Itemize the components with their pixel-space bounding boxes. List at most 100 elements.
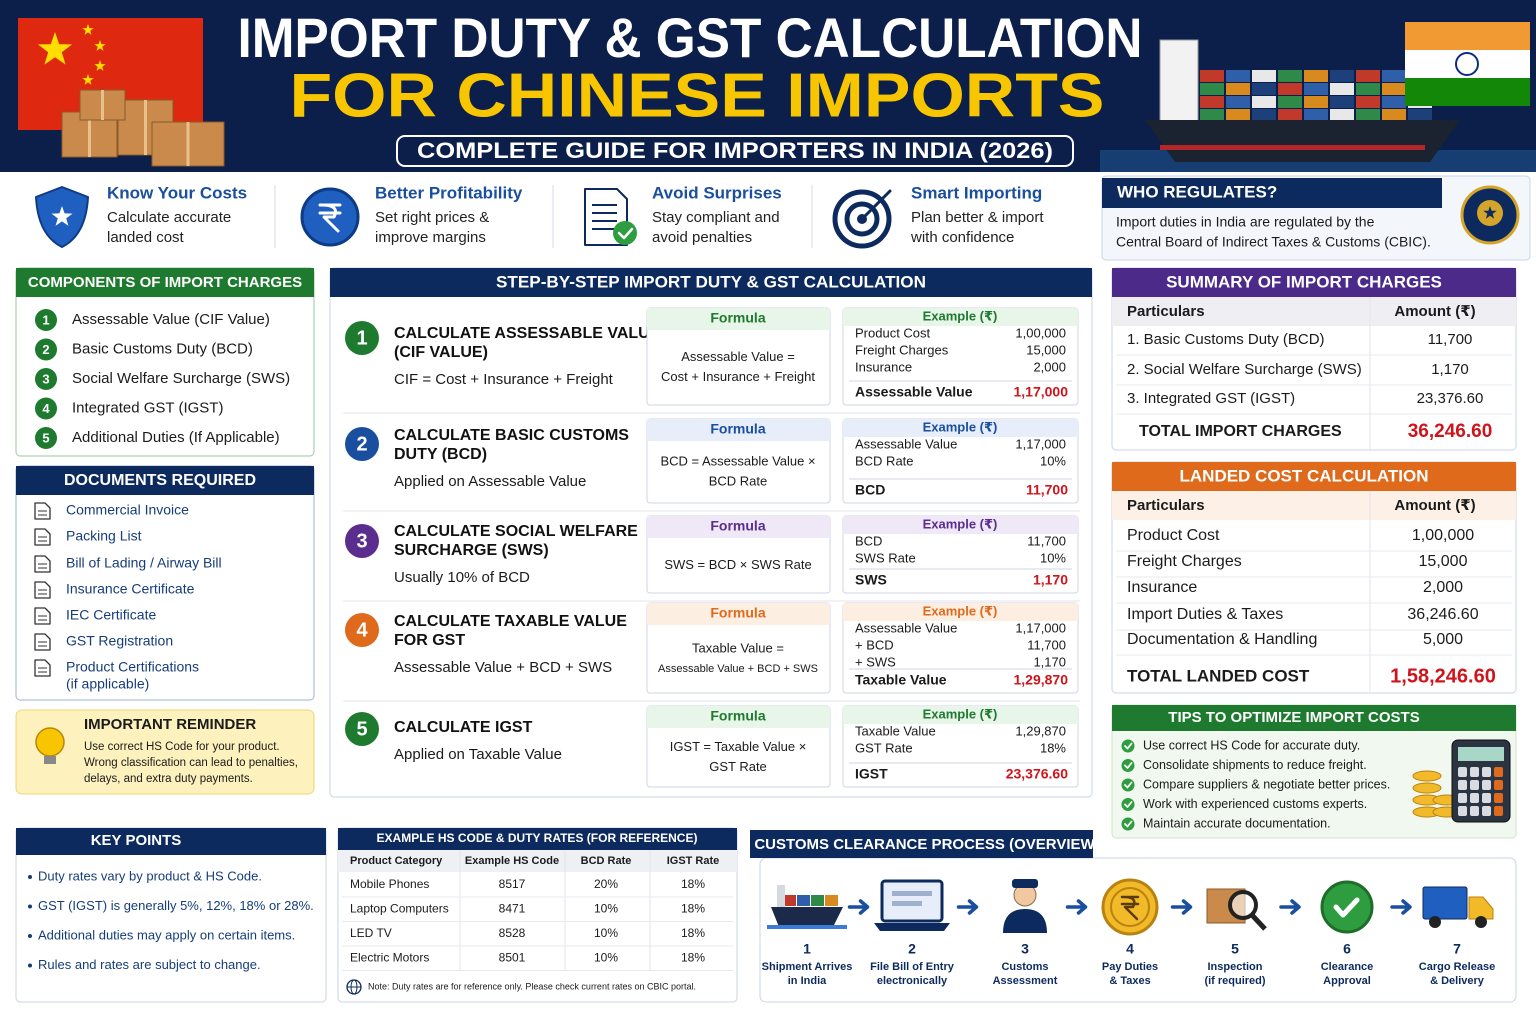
- key-point: Duty rates vary by product & HS Code.: [38, 868, 262, 883]
- india-saffron: [1405, 22, 1530, 50]
- calc-key: [1458, 793, 1467, 803]
- component: Additional Duties (If Applicable): [72, 429, 280, 446]
- reminder-box: [15, 709, 315, 795]
- container: [1330, 83, 1354, 95]
- officer-cap: [1012, 879, 1038, 888]
- cell: 18%: [681, 902, 705, 916]
- container: [1200, 83, 1224, 95]
- column-header: Particulars: [1127, 497, 1205, 514]
- row-value: 1,00,000: [1412, 527, 1474, 544]
- subtitle: COMPLETE GUIDE FOR IMPORTERS IN INDIA (2…: [417, 138, 1053, 163]
- benefit-text: avoid penalties: [652, 229, 752, 246]
- check: [1124, 742, 1133, 750]
- benefit-text: with confidence: [910, 229, 1014, 246]
- ship-bridge: [777, 885, 785, 907]
- example-item: Product Cost: [855, 325, 931, 340]
- step-number: 5: [356, 718, 367, 740]
- row-label: 1. Basic Customs Duty (BCD): [1127, 331, 1325, 348]
- benefit-text: improve margins: [375, 229, 486, 246]
- step-label: Pay Duties: [1102, 961, 1158, 973]
- formula-label: Formula: [710, 605, 765, 621]
- flow-arrow: [1279, 899, 1301, 915]
- document: Packing List: [66, 528, 142, 544]
- container: [1200, 70, 1224, 82]
- panel-header: [1112, 705, 1516, 731]
- step-number: 7: [1453, 941, 1461, 957]
- container: [1252, 83, 1276, 95]
- number-badge: [35, 338, 57, 361]
- cell: 18%: [681, 877, 705, 891]
- example-label: Example (₹): [923, 603, 998, 618]
- star: [82, 24, 94, 35]
- step-number: 1: [356, 327, 367, 349]
- row-label: Product Cost: [1127, 527, 1220, 544]
- bulb-base: [44, 756, 56, 764]
- step-number: 5: [1231, 941, 1239, 957]
- container: [1252, 96, 1276, 108]
- container: [1278, 83, 1302, 95]
- step-description: Assessable Value + BCD + SWS: [394, 659, 612, 676]
- container: [1200, 109, 1224, 121]
- document: GST Registration: [66, 633, 173, 649]
- example-item: BCD Rate: [855, 453, 914, 468]
- row-label: Import Duties & Taxes: [1127, 606, 1283, 623]
- step-label: & Taxes: [1109, 975, 1150, 987]
- formula: Taxable Value =: [692, 640, 784, 655]
- panel-header: [16, 268, 314, 297]
- benefit-text: Calculate accurate: [107, 209, 231, 226]
- panel-header: [750, 830, 1093, 858]
- number: 2: [42, 342, 49, 357]
- globe-meridian: [350, 979, 358, 995]
- tip: Maintain accurate documentation.: [1143, 816, 1331, 830]
- laptop-base: [874, 923, 950, 931]
- example-value: 18%: [1040, 740, 1066, 755]
- formula: BCD Rate: [709, 473, 768, 488]
- step-label: (if required): [1204, 975, 1265, 987]
- table-head: [338, 850, 737, 872]
- number: 3: [42, 371, 49, 386]
- step-title: SURCHARGE (SWS): [394, 542, 549, 559]
- step-label: Approval: [1323, 975, 1371, 987]
- row-value: 11,700: [1428, 331, 1473, 348]
- section-title: STEP-BY-STEP IMPORT DUTY & GST CALCULATI…: [496, 272, 926, 291]
- step-description: Applied on Taxable Value: [394, 746, 562, 763]
- panel-header: [338, 828, 737, 850]
- example-item: SWS Rate: [855, 550, 916, 565]
- step-badge: [345, 712, 379, 746]
- flow-arrow: [847, 899, 870, 915]
- number: 1: [42, 312, 49, 327]
- container: [1226, 109, 1250, 121]
- truck-cargo: [1422, 886, 1468, 920]
- step-description: Applied on Assessable Value: [394, 473, 586, 490]
- step-badge: [345, 524, 379, 558]
- cell: 8517: [499, 877, 526, 891]
- calc-key: [1482, 780, 1491, 790]
- step-number: 4: [356, 619, 368, 641]
- row-value: 15,000: [1419, 553, 1468, 570]
- document: Bill of Lading / Airway Bill: [66, 555, 222, 571]
- title: IMPORT DUTY & GST CALCULATION: [238, 6, 1143, 69]
- example-value: 15,000: [1026, 342, 1066, 357]
- calc-key: [1470, 806, 1479, 816]
- example-value: 11,700: [1027, 637, 1066, 652]
- example-value: 10%: [1040, 453, 1066, 468]
- example-header: [843, 516, 1078, 534]
- panel-header: [1112, 462, 1516, 491]
- section-title: LANDED COST CALCULATION: [1180, 466, 1429, 485]
- formula-label: Formula: [710, 518, 765, 534]
- calc-key: [1494, 806, 1503, 816]
- example-value: 10%: [1040, 550, 1066, 565]
- calc-screen: [1458, 747, 1504, 761]
- example-item: Assessable Value: [855, 436, 957, 451]
- key-point: Rules and rates are subject to change.: [38, 957, 261, 972]
- tip: Use correct HS Code for accurate duty.: [1143, 738, 1360, 752]
- component: Integrated GST (IGST): [72, 399, 223, 416]
- step-number: 6: [1343, 941, 1351, 957]
- magnifier: [1228, 890, 1258, 920]
- step-number: 4: [1126, 941, 1134, 957]
- step-title: CALCULATE BASIC CUSTOMS: [394, 427, 629, 444]
- container: [1382, 109, 1406, 121]
- star: [82, 74, 94, 85]
- flow-arrow: [1170, 899, 1193, 915]
- calc-key: [1458, 806, 1467, 816]
